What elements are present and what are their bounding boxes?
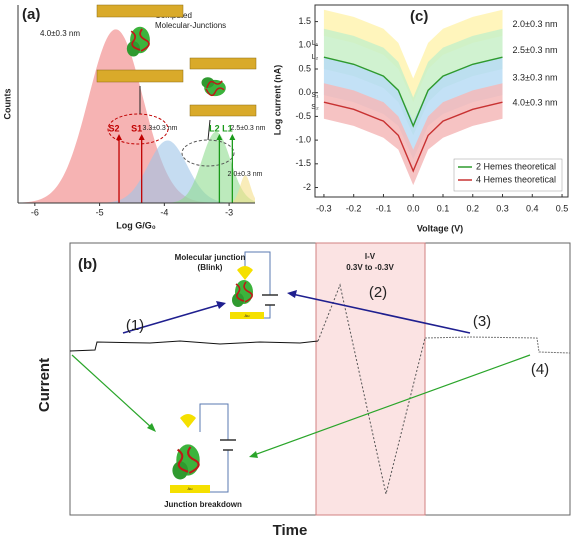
- arrowhead: [147, 423, 156, 432]
- y-tick-label: -1.5: [295, 158, 311, 168]
- band-label: 4.0±0.3 nm: [513, 97, 558, 107]
- iv-label: I-V: [365, 252, 376, 261]
- x-tick-label: 0.3: [496, 203, 509, 213]
- y-tick-label: -0.5: [295, 111, 311, 121]
- series-label: 3.3±0.3 nm: [143, 125, 178, 132]
- x-tick-label: 0.0: [407, 203, 420, 213]
- arrowhead: [229, 134, 236, 140]
- panel-label: (b): [78, 256, 97, 273]
- junction-label: (Blink): [198, 263, 223, 272]
- series-label: 2.5±0.3 nm: [231, 125, 266, 132]
- y-axis-label: Log current (nA): [272, 65, 282, 136]
- arrow-label: S2: [109, 123, 120, 133]
- electrode: [230, 312, 264, 319]
- electrode-label: Au: [245, 313, 250, 318]
- arrowhead: [116, 134, 123, 140]
- x-tick-label: 0.1: [437, 203, 450, 213]
- arrow-label: S1: [131, 123, 142, 133]
- distribution: [18, 29, 255, 204]
- band-label: 3.3±0.3 nm: [513, 72, 558, 82]
- band-label: 2.0±0.3 nm: [513, 19, 558, 29]
- step-label: (4): [531, 361, 549, 378]
- arrowhead: [216, 301, 226, 309]
- x-tick-label: -0.3: [316, 203, 332, 213]
- x-tick-label: -5: [96, 207, 104, 217]
- tip: [180, 414, 196, 428]
- y-tick-label: 0.0: [298, 87, 311, 97]
- legend-label: 4 Hemes theoretical: [476, 174, 556, 184]
- circuit: [199, 403, 229, 493]
- arrow: [291, 293, 471, 334]
- arrow: [122, 303, 223, 334]
- band: [323, 57, 503, 160]
- junction-label: Molecular junction: [175, 253, 246, 262]
- legend-label: 2 Hemes theoretical: [476, 161, 556, 171]
- x-tick-label: 0.5: [556, 203, 569, 213]
- band-label: 2.5±0.3 nm: [513, 45, 558, 55]
- series-label: 2.0±0.3 nm: [228, 171, 263, 178]
- arrowhead: [249, 451, 258, 458]
- distribution: [18, 131, 255, 203]
- current-trace: [69, 340, 319, 352]
- y-tick-label: 1.5: [298, 16, 311, 26]
- x-tick-label: -0.2: [346, 203, 362, 213]
- panel-label: (c): [410, 8, 428, 25]
- x-tick-label: -3: [225, 207, 233, 217]
- x-tick-label: -4: [160, 207, 168, 217]
- arrowhead: [138, 134, 145, 140]
- step-label: (2): [369, 284, 387, 301]
- arrow: [71, 354, 153, 429]
- step-label: (1): [126, 317, 144, 334]
- step-label: (3): [473, 313, 491, 330]
- x-tick-label: -6: [31, 207, 39, 217]
- panel-b: Au Au: [69, 242, 571, 516]
- tip: [237, 266, 253, 280]
- panel-label: (a): [22, 6, 40, 23]
- x-tick-label: 0.2: [466, 203, 479, 213]
- y-tick-label: 0.5: [298, 63, 311, 73]
- arrowhead: [287, 290, 297, 298]
- arrowhead: [216, 134, 223, 140]
- electrode-label: Au: [188, 486, 193, 491]
- arrow-label: L2: [209, 123, 220, 133]
- electrode: [170, 485, 210, 493]
- x-tick-label: -0.1: [376, 203, 392, 213]
- iv-label: 0.3V to -0.3V: [346, 263, 394, 272]
- y-axis-label: Current: [36, 358, 53, 412]
- band: [323, 83, 503, 186]
- plot-frame: [314, 4, 569, 198]
- arrow-label: L1: [222, 123, 233, 133]
- legend-box: [453, 158, 563, 192]
- series-label: 4.0±0.3 nm: [40, 29, 80, 38]
- annotation: Molecular-Junctions: [155, 21, 226, 30]
- x-axis-label: Voltage (V): [417, 223, 463, 233]
- iv-box: [315, 242, 426, 516]
- panel-a-art: [96, 4, 257, 167]
- arrow: [253, 354, 531, 456]
- current-trace: [424, 336, 571, 354]
- y-axis-label: Counts: [2, 89, 12, 120]
- x-axis-label: Log G/G₀: [116, 220, 156, 230]
- y-tick-label: 1.0: [298, 40, 311, 50]
- breakdown-label: Junction breakdown: [164, 500, 242, 509]
- band: [323, 9, 503, 103]
- band: [323, 28, 503, 136]
- x-tick-label: 0.4: [526, 203, 539, 213]
- y-tick-label: -1.0: [295, 134, 311, 144]
- line: [323, 56, 503, 128]
- line: [323, 101, 503, 173]
- x-axis-label: Time: [273, 522, 308, 539]
- y-tick-label: -2: [303, 182, 311, 192]
